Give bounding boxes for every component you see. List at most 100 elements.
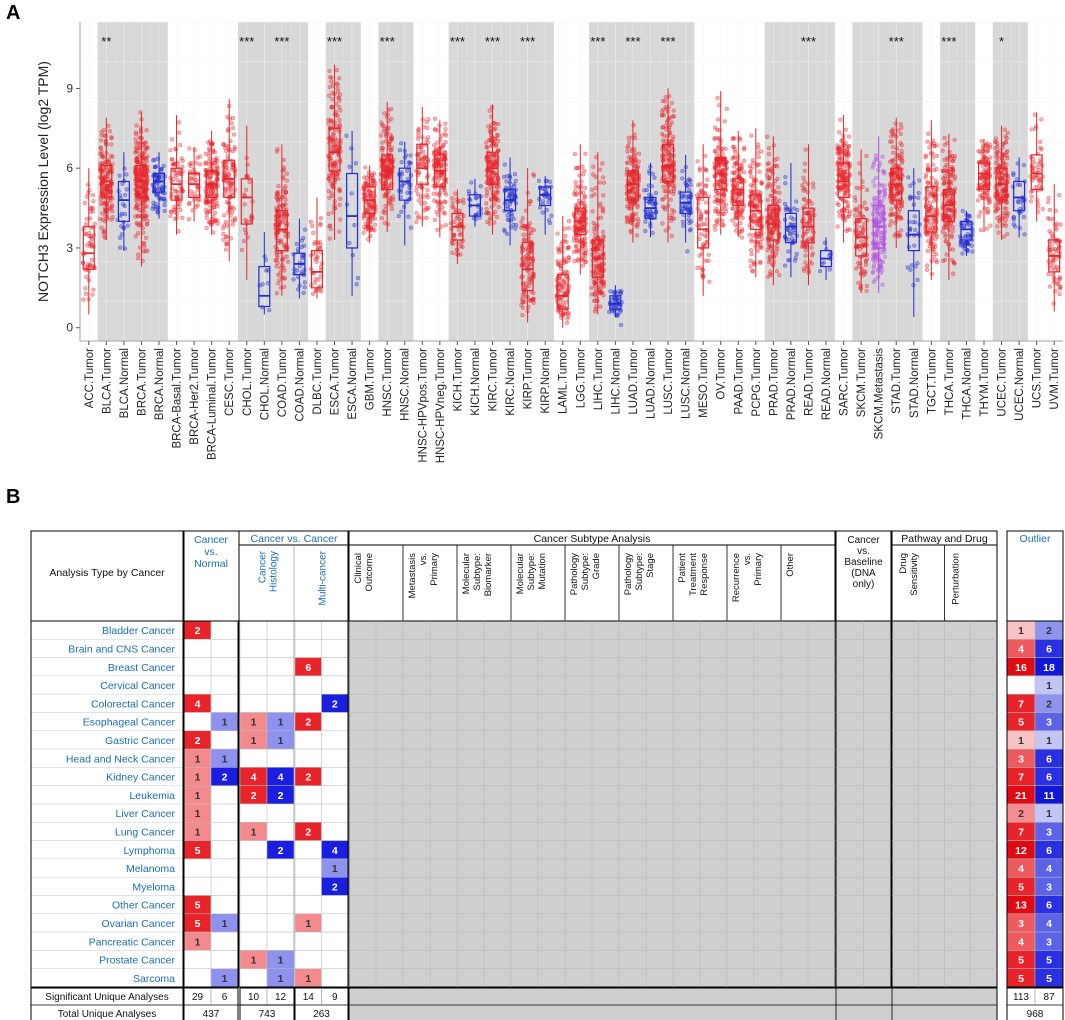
data-point xyxy=(443,192,449,197)
data-point xyxy=(844,228,849,234)
data-point xyxy=(879,236,885,241)
data-point xyxy=(281,157,286,163)
data-point xyxy=(556,247,561,253)
data-point xyxy=(870,270,875,275)
data-point xyxy=(802,197,807,202)
data-point xyxy=(750,157,755,163)
data-point xyxy=(382,220,388,225)
data-point xyxy=(314,259,319,265)
data-point xyxy=(229,167,234,172)
data-point xyxy=(593,245,598,251)
data-point xyxy=(459,240,464,245)
data-point xyxy=(811,185,816,190)
data-point xyxy=(672,184,677,189)
data-point xyxy=(872,183,877,188)
data-point xyxy=(416,198,422,203)
data-point xyxy=(601,193,606,198)
data-point xyxy=(730,206,735,211)
data-point xyxy=(876,220,882,225)
y-tick-label: 6 xyxy=(66,161,73,175)
data-point xyxy=(856,264,862,269)
data-point xyxy=(388,148,393,153)
data-point xyxy=(750,219,755,224)
data-point xyxy=(680,176,685,181)
data-point xyxy=(912,243,917,248)
data-point xyxy=(220,226,226,231)
data-point xyxy=(117,173,122,178)
data-point xyxy=(84,274,89,280)
data-point xyxy=(873,277,878,282)
data-point xyxy=(759,149,764,154)
data-point xyxy=(399,141,404,146)
data-point xyxy=(91,198,96,204)
data-point xyxy=(231,132,237,137)
data-point xyxy=(628,205,633,210)
data-point xyxy=(460,244,465,250)
data-point xyxy=(529,227,534,232)
panel-b-label: B xyxy=(6,486,21,508)
data-point xyxy=(212,160,217,166)
data-point xyxy=(520,312,525,318)
data-point xyxy=(494,214,500,220)
data-point xyxy=(103,165,109,171)
data-point xyxy=(174,194,179,199)
data-point xyxy=(399,159,404,165)
data-point xyxy=(891,150,896,155)
data-point xyxy=(687,187,692,193)
data-point xyxy=(461,200,466,205)
data-point xyxy=(775,239,780,245)
data-point xyxy=(282,217,288,222)
data-point xyxy=(119,232,124,237)
data-point xyxy=(794,251,799,257)
data-point xyxy=(172,168,177,173)
data-point xyxy=(889,207,894,212)
data-point xyxy=(443,127,448,132)
data-point xyxy=(361,215,366,221)
data-point xyxy=(791,217,796,222)
data-point xyxy=(738,137,743,142)
data-point xyxy=(282,284,287,290)
data-point xyxy=(871,179,876,184)
data-point xyxy=(273,230,278,236)
data-point xyxy=(669,100,675,106)
data-point xyxy=(633,211,639,216)
data-point xyxy=(187,169,193,174)
data-point xyxy=(667,174,672,179)
data-point xyxy=(276,272,281,278)
data-point xyxy=(162,196,167,201)
data-point xyxy=(751,260,756,265)
data-point xyxy=(408,153,413,158)
data-point xyxy=(494,142,499,147)
data-point xyxy=(827,267,832,272)
data-point xyxy=(917,178,922,183)
data-point xyxy=(137,186,143,192)
data-point xyxy=(593,186,599,191)
data-point xyxy=(176,120,182,125)
y-axis-label: NOTCH3 Expression Level (log2 TPM) xyxy=(35,61,51,302)
data-point xyxy=(327,223,333,228)
data-point xyxy=(136,140,141,145)
data-point xyxy=(624,219,629,224)
data-point xyxy=(593,174,598,179)
data-point xyxy=(771,164,777,169)
data-point xyxy=(106,123,111,128)
data-point xyxy=(669,169,674,175)
data-point xyxy=(170,157,175,162)
data-point xyxy=(817,268,823,274)
data-point xyxy=(721,193,726,198)
data-point xyxy=(877,263,882,269)
data-point xyxy=(338,217,343,222)
data-point xyxy=(519,225,524,230)
data-point xyxy=(331,185,336,191)
data-point xyxy=(206,174,211,180)
data-point xyxy=(765,207,770,212)
data-point xyxy=(349,146,354,151)
data-point xyxy=(666,125,671,130)
data-point xyxy=(432,143,437,148)
data-point xyxy=(197,197,202,203)
data-point xyxy=(384,194,389,199)
data-point xyxy=(695,265,700,270)
data-point xyxy=(715,190,721,196)
data-point xyxy=(328,226,333,232)
data-point xyxy=(223,247,228,252)
